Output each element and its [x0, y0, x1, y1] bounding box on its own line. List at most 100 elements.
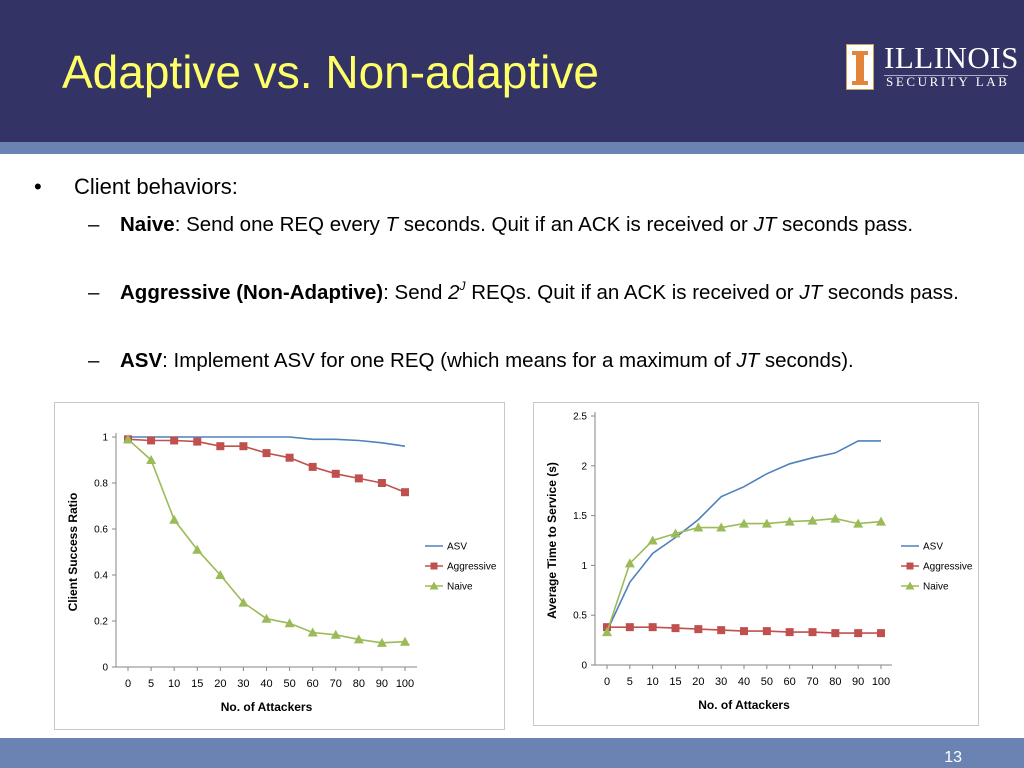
aggressive-text-3: seconds pass.	[822, 281, 959, 304]
chart2-point-naive	[716, 522, 727, 532]
asv-text-2: seconds).	[759, 349, 854, 372]
bullet-marker: •	[34, 174, 42, 199]
chart2-point-naive	[624, 558, 635, 568]
column-logo-icon	[846, 44, 874, 90]
chart2-point-naive	[693, 522, 704, 532]
chart1-x-tick-label: 80	[353, 678, 365, 690]
chart1-y-axis-label: Client Success Ratio	[66, 493, 80, 612]
chart2-point-aggressive	[671, 624, 680, 633]
chart2-point-aggressive	[762, 627, 771, 636]
aggressive-var-2: 2	[448, 281, 460, 304]
chart1-point-aggressive	[354, 474, 363, 483]
chart2-point-naive	[807, 515, 818, 525]
aggressive-text-2: REQs. Quit if an ACK is received or	[465, 281, 800, 304]
slide-title: Adaptive vs. Non-adaptive	[62, 46, 599, 98]
naive-text-1: : Send one REQ every	[174, 213, 386, 236]
chart2-x-tick-label: 5	[627, 676, 633, 688]
chart2-point-aggressive	[717, 626, 726, 635]
chart1-point-aggressive	[285, 453, 294, 462]
chart2-x-tick-label: 50	[761, 676, 773, 688]
chart2-x-tick-label: 10	[647, 676, 659, 688]
chart1-series-aggressive-line	[127, 438, 406, 493]
asv-var-jt: JT	[736, 349, 760, 372]
chart1-x-tick-label: 100	[396, 678, 414, 690]
aggressive-text-1: : Send	[383, 281, 449, 304]
chart1-point-naive	[146, 455, 157, 464]
chart1-point-aggressive	[377, 479, 386, 487]
aggressive-var-j: J	[459, 279, 466, 293]
naive-var-t: T	[385, 213, 399, 236]
dash-marker: –	[88, 213, 100, 236]
chart2-y-tick-label: 2	[581, 461, 587, 472]
aggressive-label: Aggressive (Non-Adaptive)	[120, 281, 384, 304]
chart1-x-tick-label: 50	[283, 678, 295, 690]
page-number: 13	[944, 749, 962, 766]
chart2-x-tick-label: 90	[852, 676, 864, 688]
chart2-point-aggressive	[831, 629, 840, 638]
chart2-point-aggressive	[854, 629, 863, 638]
chart2-y-tick-label: 1	[581, 561, 587, 572]
chart2-point-aggressive	[785, 628, 794, 637]
chart2-x-tick-label: 15	[669, 676, 681, 688]
chart1-point-aggressive	[170, 436, 179, 445]
logo-wordmark: ILLINOIS	[884, 40, 1019, 75]
chart1-point-naive	[330, 629, 341, 639]
chart2-y-axis-label: Average Time to Service (s)	[545, 462, 559, 619]
chart1-point-aggressive	[262, 449, 271, 458]
chart2-y-tick-label: 0.5	[573, 611, 587, 622]
chart2-point-naive	[830, 513, 841, 523]
chart1-point-naive	[284, 618, 295, 628]
footer-bar	[0, 738, 1024, 768]
chart1-point-naive	[353, 634, 364, 644]
chart2-point-aggressive	[740, 627, 748, 636]
chart1-y-tick-label: 0.4	[94, 571, 108, 582]
dash-marker: –	[88, 349, 100, 372]
chart2-point-naive	[602, 627, 612, 637]
header-stripe	[0, 142, 1024, 154]
chart-client-success-ratio: 0 0.2 0.4 0.6 0.8 1 0 5 10 15 20 30 40 50 60 70 80 90 100 N…	[54, 402, 505, 730]
chart1-point-aggressive	[239, 442, 248, 451]
chart1-point-aggressive	[308, 462, 317, 471]
chart2-x-tick-label: 100	[872, 676, 890, 688]
chart2-point-naive	[876, 516, 886, 526]
chart2-point-naive	[647, 535, 658, 545]
chart1-x-tick-label: 5	[148, 678, 154, 690]
chart2-point-naive	[761, 518, 772, 528]
chart2-point-naive	[784, 516, 795, 526]
subbullet-asv-text: ASV: Implement ASV for one REQ (which me…	[120, 345, 970, 376]
chart1-x-tick-label: 30	[237, 678, 249, 690]
chart1-series-naive-line	[127, 438, 406, 644]
naive-label: Naive	[120, 213, 175, 236]
subbullet-aggressive-text: Aggressive (Non-Adaptive): Send 2J REQs.…	[120, 277, 970, 308]
chart1-point-naive	[400, 636, 410, 646]
chart2-y-tick-label: 0	[581, 661, 587, 672]
chart1-series-asv-line	[128, 436, 406, 447]
chart1-y-tick-label: 0	[102, 663, 108, 674]
chart2-legend-aggressive-marker	[906, 562, 914, 570]
chart1-legend-aggressive-marker	[430, 562, 438, 570]
chart2-point-aggressive	[877, 629, 885, 638]
illinois-security-lab-logo: ILLINOIS SECURITY LAB	[846, 42, 1018, 92]
bullet-text: Client behaviors:	[74, 174, 238, 199]
chart1-point-naive	[238, 597, 249, 607]
chart1-x-tick-label: 10	[168, 678, 180, 690]
chart2-x-tick-label: 80	[829, 676, 841, 688]
chart2-point-aggressive	[625, 623, 634, 632]
chart2-x-tick-label: 0	[604, 676, 610, 688]
chart1-x-axis-label: No. of Attackers	[221, 700, 313, 714]
logo-subtitle: SECURITY LAB	[886, 74, 1010, 89]
logo-divider	[884, 75, 1008, 76]
chart-success-svg: 00.20.40.60.810 5 10 15 20 30 40 50 60 70 80 90 100N…	[66, 433, 497, 715]
chart2-x-tick-label: 70	[806, 676, 818, 688]
chart1-point-aggressive	[401, 488, 409, 497]
naive-text-2: seconds. Quit if an ACK is received or	[398, 213, 754, 236]
chart2-legend-naive-label: Naive	[923, 582, 949, 593]
subbullet-naive-text: Naive: Send one REQ every T seconds. Qui…	[120, 209, 970, 240]
chart1-point-aggressive	[216, 442, 225, 451]
asv-label: ASV	[120, 349, 163, 372]
chart-time-svg: 0 0.5 1 1.5 2 2.5 0 5 10 15 20 30 40 50 60 70 80 90 100 No.…	[545, 412, 973, 713]
chart1-point-naive	[376, 637, 387, 647]
chart1-y-tick-label: 0.6	[94, 525, 108, 536]
chart1-y-tick-label: 1	[102, 433, 108, 444]
naive-var-jt: JT	[753, 213, 777, 236]
